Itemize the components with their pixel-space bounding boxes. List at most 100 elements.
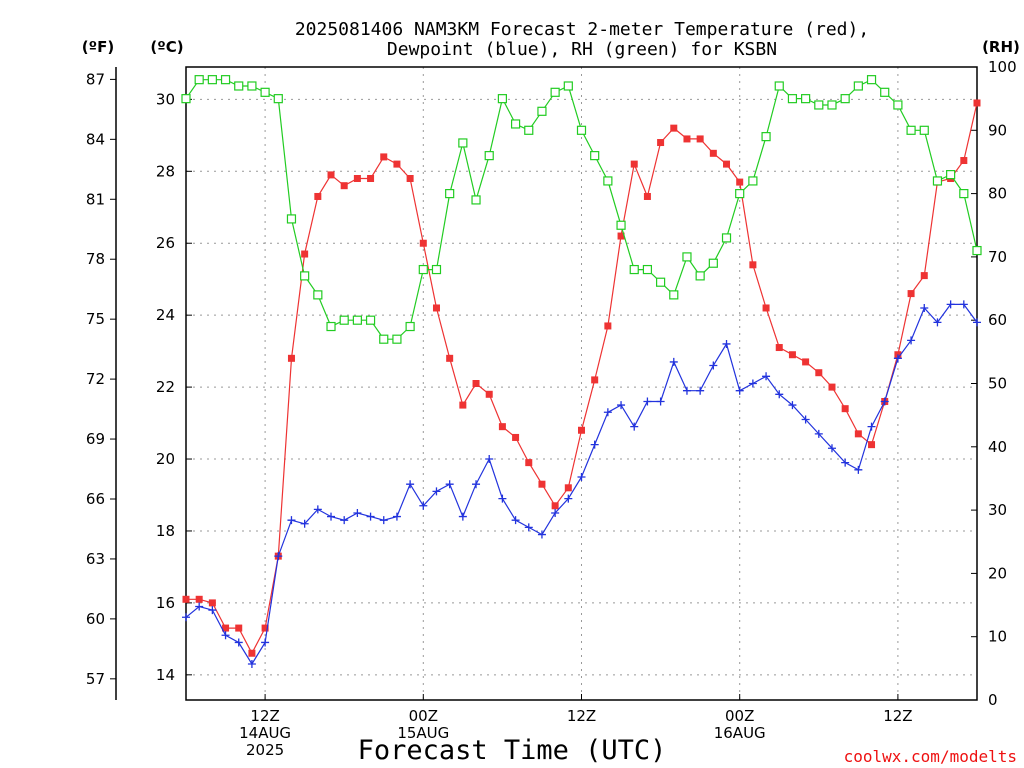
rh-tick-label: 30 (988, 501, 1007, 519)
rh-axis-unit: (RH) (982, 38, 1020, 56)
rh-point (576, 125, 587, 135)
temperature-point (841, 405, 849, 413)
temperature-point (960, 157, 968, 165)
dewpoint-point (893, 354, 902, 363)
temperature-point (222, 624, 230, 632)
dewpoint-point (300, 519, 309, 528)
rh-point (972, 245, 982, 256)
x-tick-label: 00Z (409, 707, 438, 725)
dewpoint-point (841, 458, 850, 467)
temperature-point (854, 430, 862, 438)
rh-point (880, 87, 890, 97)
dewpoint-point (920, 303, 929, 312)
rh-series-line (185, 78, 978, 340)
rh-point (207, 75, 217, 85)
dewpoint-point (485, 455, 494, 464)
fahrenheit-tick-label: 69 (86, 430, 105, 448)
dewpoint-point (801, 415, 810, 424)
temperature-point (248, 649, 256, 657)
temperature-point (367, 174, 375, 182)
dewpoint-point (313, 505, 322, 514)
fahrenheit-tick-label: 60 (86, 610, 105, 628)
temperature-point (828, 383, 836, 391)
x-tick-label: 14AUG (239, 724, 291, 742)
dewpoint-point (419, 501, 428, 510)
dewpoint-point (208, 606, 217, 615)
celsius-tick-label: 20 (156, 450, 175, 468)
temperature-point (261, 624, 269, 632)
temperature-point (512, 433, 520, 441)
rh-tick-label: 60 (988, 311, 1007, 329)
dewpoint-point (973, 318, 981, 327)
rh-point (629, 264, 639, 275)
rh-point (379, 334, 389, 344)
rh-point (827, 100, 837, 110)
temperature-point (868, 441, 876, 449)
rh-point (352, 315, 362, 325)
rh-point (286, 214, 297, 224)
rh-tick-label: 50 (988, 375, 1007, 393)
temperature-point (723, 160, 731, 168)
fahrenheit-tick-label: 78 (86, 250, 105, 268)
temperature-point (657, 139, 665, 147)
rh-point (721, 233, 732, 243)
rh-tick-label: 90 (988, 121, 1007, 139)
temperature-point (551, 502, 559, 510)
dewpoint-point (669, 357, 678, 366)
temperature-point (709, 149, 717, 157)
rh-point (946, 170, 956, 180)
celsius-tick-label: 28 (156, 162, 175, 180)
temperature-point (406, 174, 414, 182)
dewpoint-point (854, 465, 863, 474)
rh-point (642, 264, 653, 275)
rh-point (537, 106, 547, 116)
rh-point (339, 315, 349, 325)
temperature-point (775, 344, 783, 352)
series (181, 75, 982, 669)
rh-point (695, 271, 705, 281)
temperature-point (472, 380, 480, 387)
dewpoint-point (261, 638, 270, 647)
dewpoint-point (775, 390, 784, 399)
rh-point (814, 100, 824, 110)
rh-point (510, 119, 521, 129)
dewpoint-point (274, 552, 283, 561)
rh-point (787, 94, 798, 104)
dewpoint-point (366, 512, 375, 521)
chart-title-line2: Dewpoint (blue), RH (green) for KSBN (387, 39, 777, 60)
temperature-point (340, 182, 348, 190)
rh-point (181, 94, 191, 104)
temperature-point (762, 304, 770, 312)
rh-tick-label: 10 (988, 628, 1007, 646)
celsius-tick-label: 14 (156, 666, 175, 684)
temperature-point (696, 135, 704, 143)
dewpoint-point (656, 397, 665, 406)
dewpoint-point (234, 638, 243, 647)
temperature-point (459, 401, 467, 409)
dewpoint-point (406, 480, 415, 489)
rh-tick-label: 0 (988, 691, 998, 709)
temperature-point (617, 232, 625, 240)
dewpoint-point (933, 318, 942, 327)
fahrenheit-tick-label: 72 (86, 370, 105, 388)
dewpoint-point (472, 480, 481, 489)
temperature-point (630, 160, 638, 168)
temperature-point (353, 174, 361, 182)
rh-point (418, 264, 428, 275)
grid (186, 67, 977, 700)
rh-point (497, 94, 507, 104)
dewpoint-point (959, 300, 968, 309)
dewpoint-point (247, 660, 256, 669)
chart-title-line1: 2025081406 NAM3KM Forecast 2-meter Tempe… (295, 19, 869, 40)
fahrenheit-tick-label: 75 (86, 310, 105, 328)
celsius-tick-label: 26 (156, 234, 175, 252)
rh-tick-label: 80 (988, 185, 1007, 203)
rh-point (735, 189, 745, 199)
dewpoint-point (340, 516, 349, 525)
temperature-point (287, 354, 295, 362)
rh-tick-label: 100 (988, 58, 1017, 76)
dewpoint-point (445, 480, 454, 489)
rh-point (234, 81, 244, 91)
credit-link[interactable]: coolwx.com/modelts (844, 747, 1017, 766)
temperature-point (683, 135, 691, 143)
